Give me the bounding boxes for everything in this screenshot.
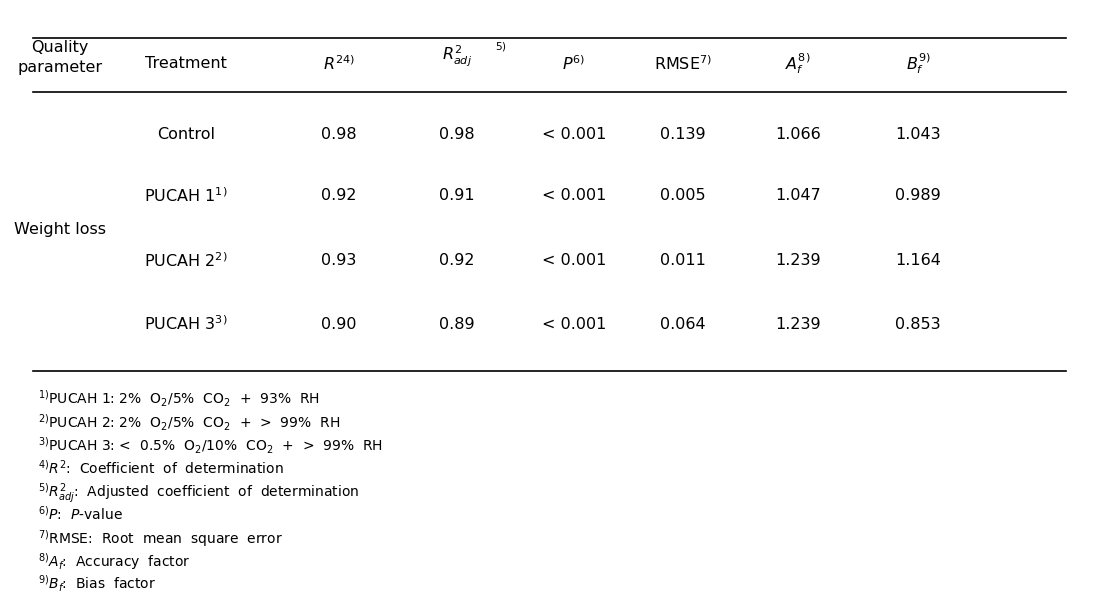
Text: $^{\mathrm{2)}}$PUCAH 2: 2%  $\mathrm{O_2}$/5%  $\mathrm{CO_2}$  +  >  99%  RH: $^{\mathrm{2)}}$PUCAH 2: 2% $\mathrm{O_2… (38, 412, 341, 432)
Text: PUCAH 3$^{\mathrm{3)}}$: PUCAH 3$^{\mathrm{3)}}$ (144, 315, 227, 333)
Text: 0.98: 0.98 (439, 128, 474, 142)
Text: PUCAH 1$^{\mathrm{1)}}$: PUCAH 1$^{\mathrm{1)}}$ (144, 187, 227, 205)
Text: < 0.001: < 0.001 (542, 128, 606, 142)
Text: 1.164: 1.164 (895, 253, 941, 268)
Text: 0.98: 0.98 (321, 128, 356, 142)
Text: 0.89: 0.89 (439, 317, 474, 331)
Text: < 0.001: < 0.001 (542, 188, 606, 203)
Text: 0.91: 0.91 (439, 188, 474, 203)
Text: 1.239: 1.239 (775, 317, 821, 331)
Text: $^{\mathrm{4)}}$$\mathit{R}^{\mathrm{2}}$:  Coefficient  of  determination: $^{\mathrm{4)}}$$\mathit{R}^{\mathrm{2}}… (38, 458, 284, 476)
Text: 0.853: 0.853 (895, 317, 941, 331)
Text: $\mathrm{RMSE}^{\mathrm{7)}}$: $\mathrm{RMSE}^{\mathrm{7)}}$ (655, 55, 712, 73)
Text: Control: Control (156, 128, 215, 142)
Text: $^{\mathrm{7)}}$RMSE:  Root  mean  square  error: $^{\mathrm{7)}}$RMSE: Root mean square e… (38, 528, 283, 548)
Text: 0.90: 0.90 (321, 317, 356, 331)
Text: 1.047: 1.047 (775, 188, 821, 203)
Text: Treatment: Treatment (145, 57, 226, 71)
Text: 0.139: 0.139 (660, 128, 706, 142)
Text: $^{\mathrm{1)}}$PUCAH 1: 2%  $\mathrm{O_2}$/5%  $\mathrm{CO_2}$  +  93%  RH: $^{\mathrm{1)}}$PUCAH 1: 2% $\mathrm{O_2… (38, 389, 320, 409)
Text: $\mathit{R}^{2}_{\mathit{adj}}$: $\mathit{R}^{2}_{\mathit{adj}}$ (442, 44, 472, 69)
Text: < 0.001: < 0.001 (542, 317, 606, 331)
Text: 0.92: 0.92 (439, 253, 474, 268)
Text: < 0.001: < 0.001 (542, 253, 606, 268)
Text: $^{\mathrm{9)}}$$\mathit{B}_{\mathit{f}}$:  Bias  factor: $^{\mathrm{9)}}$$\mathit{B}_{\mathit{f}}… (38, 574, 156, 594)
Text: 0.92: 0.92 (321, 188, 356, 203)
Text: 0.93: 0.93 (321, 253, 356, 268)
Text: 1.239: 1.239 (775, 253, 821, 268)
Text: 0.011: 0.011 (660, 253, 706, 268)
Text: $\mathit{P}^{\mathrm{6)}}$: $\mathit{P}^{\mathrm{6)}}$ (562, 55, 586, 73)
Text: 1.066: 1.066 (775, 128, 821, 142)
Text: PUCAH 2$^{\mathrm{2)}}$: PUCAH 2$^{\mathrm{2)}}$ (144, 251, 227, 269)
Text: 0.064: 0.064 (660, 317, 706, 331)
Text: 0.989: 0.989 (895, 188, 941, 203)
Text: $\mathit{A}_{\mathit{f}}^{\mathrm{8)}}$: $\mathit{A}_{\mathit{f}}^{\mathrm{8)}}$ (785, 52, 811, 76)
Text: 1.043: 1.043 (895, 128, 941, 142)
Text: $^{\mathrm{6)}}$$\mathit{P}$:  $\mathit{P}$-value: $^{\mathrm{6)}}$$\mathit{P}$: $\mathit{P… (38, 505, 124, 522)
Text: Weight loss: Weight loss (14, 222, 106, 237)
Text: 0.005: 0.005 (660, 188, 706, 203)
Text: $\mathit{R}^{2\mathrm{4)}}$: $\mathit{R}^{2\mathrm{4)}}$ (322, 55, 355, 73)
Text: $^{\mathrm{5)}}$$\mathit{R}^{\mathrm{2}}_{\mathit{adj}}$:  Adjusted  coefficient: $^{\mathrm{5)}}$$\mathit{R}^{\mathrm{2}}… (38, 482, 360, 505)
Text: Quality
parameter: Quality parameter (17, 40, 103, 75)
Text: $\mathit{B}_{\mathit{f}}^{\mathrm{9)}}$: $\mathit{B}_{\mathit{f}}^{\mathrm{9)}}$ (906, 52, 930, 76)
Text: $^{\mathrm{3)}}$PUCAH 3: <  0.5%  $\mathrm{O_2}$/10%  $\mathrm{CO_2}$  +  >  99%: $^{\mathrm{3)}}$PUCAH 3: < 0.5% $\mathrm… (38, 435, 384, 455)
Text: $^{\mathrm{8)}}$$\mathit{A}_{\mathit{f}}$:  Accuracy  factor: $^{\mathrm{8)}}$$\mathit{A}_{\mathit{f}}… (38, 551, 190, 572)
Text: $\mathrm{5)}$: $\mathrm{5)}$ (495, 40, 506, 54)
